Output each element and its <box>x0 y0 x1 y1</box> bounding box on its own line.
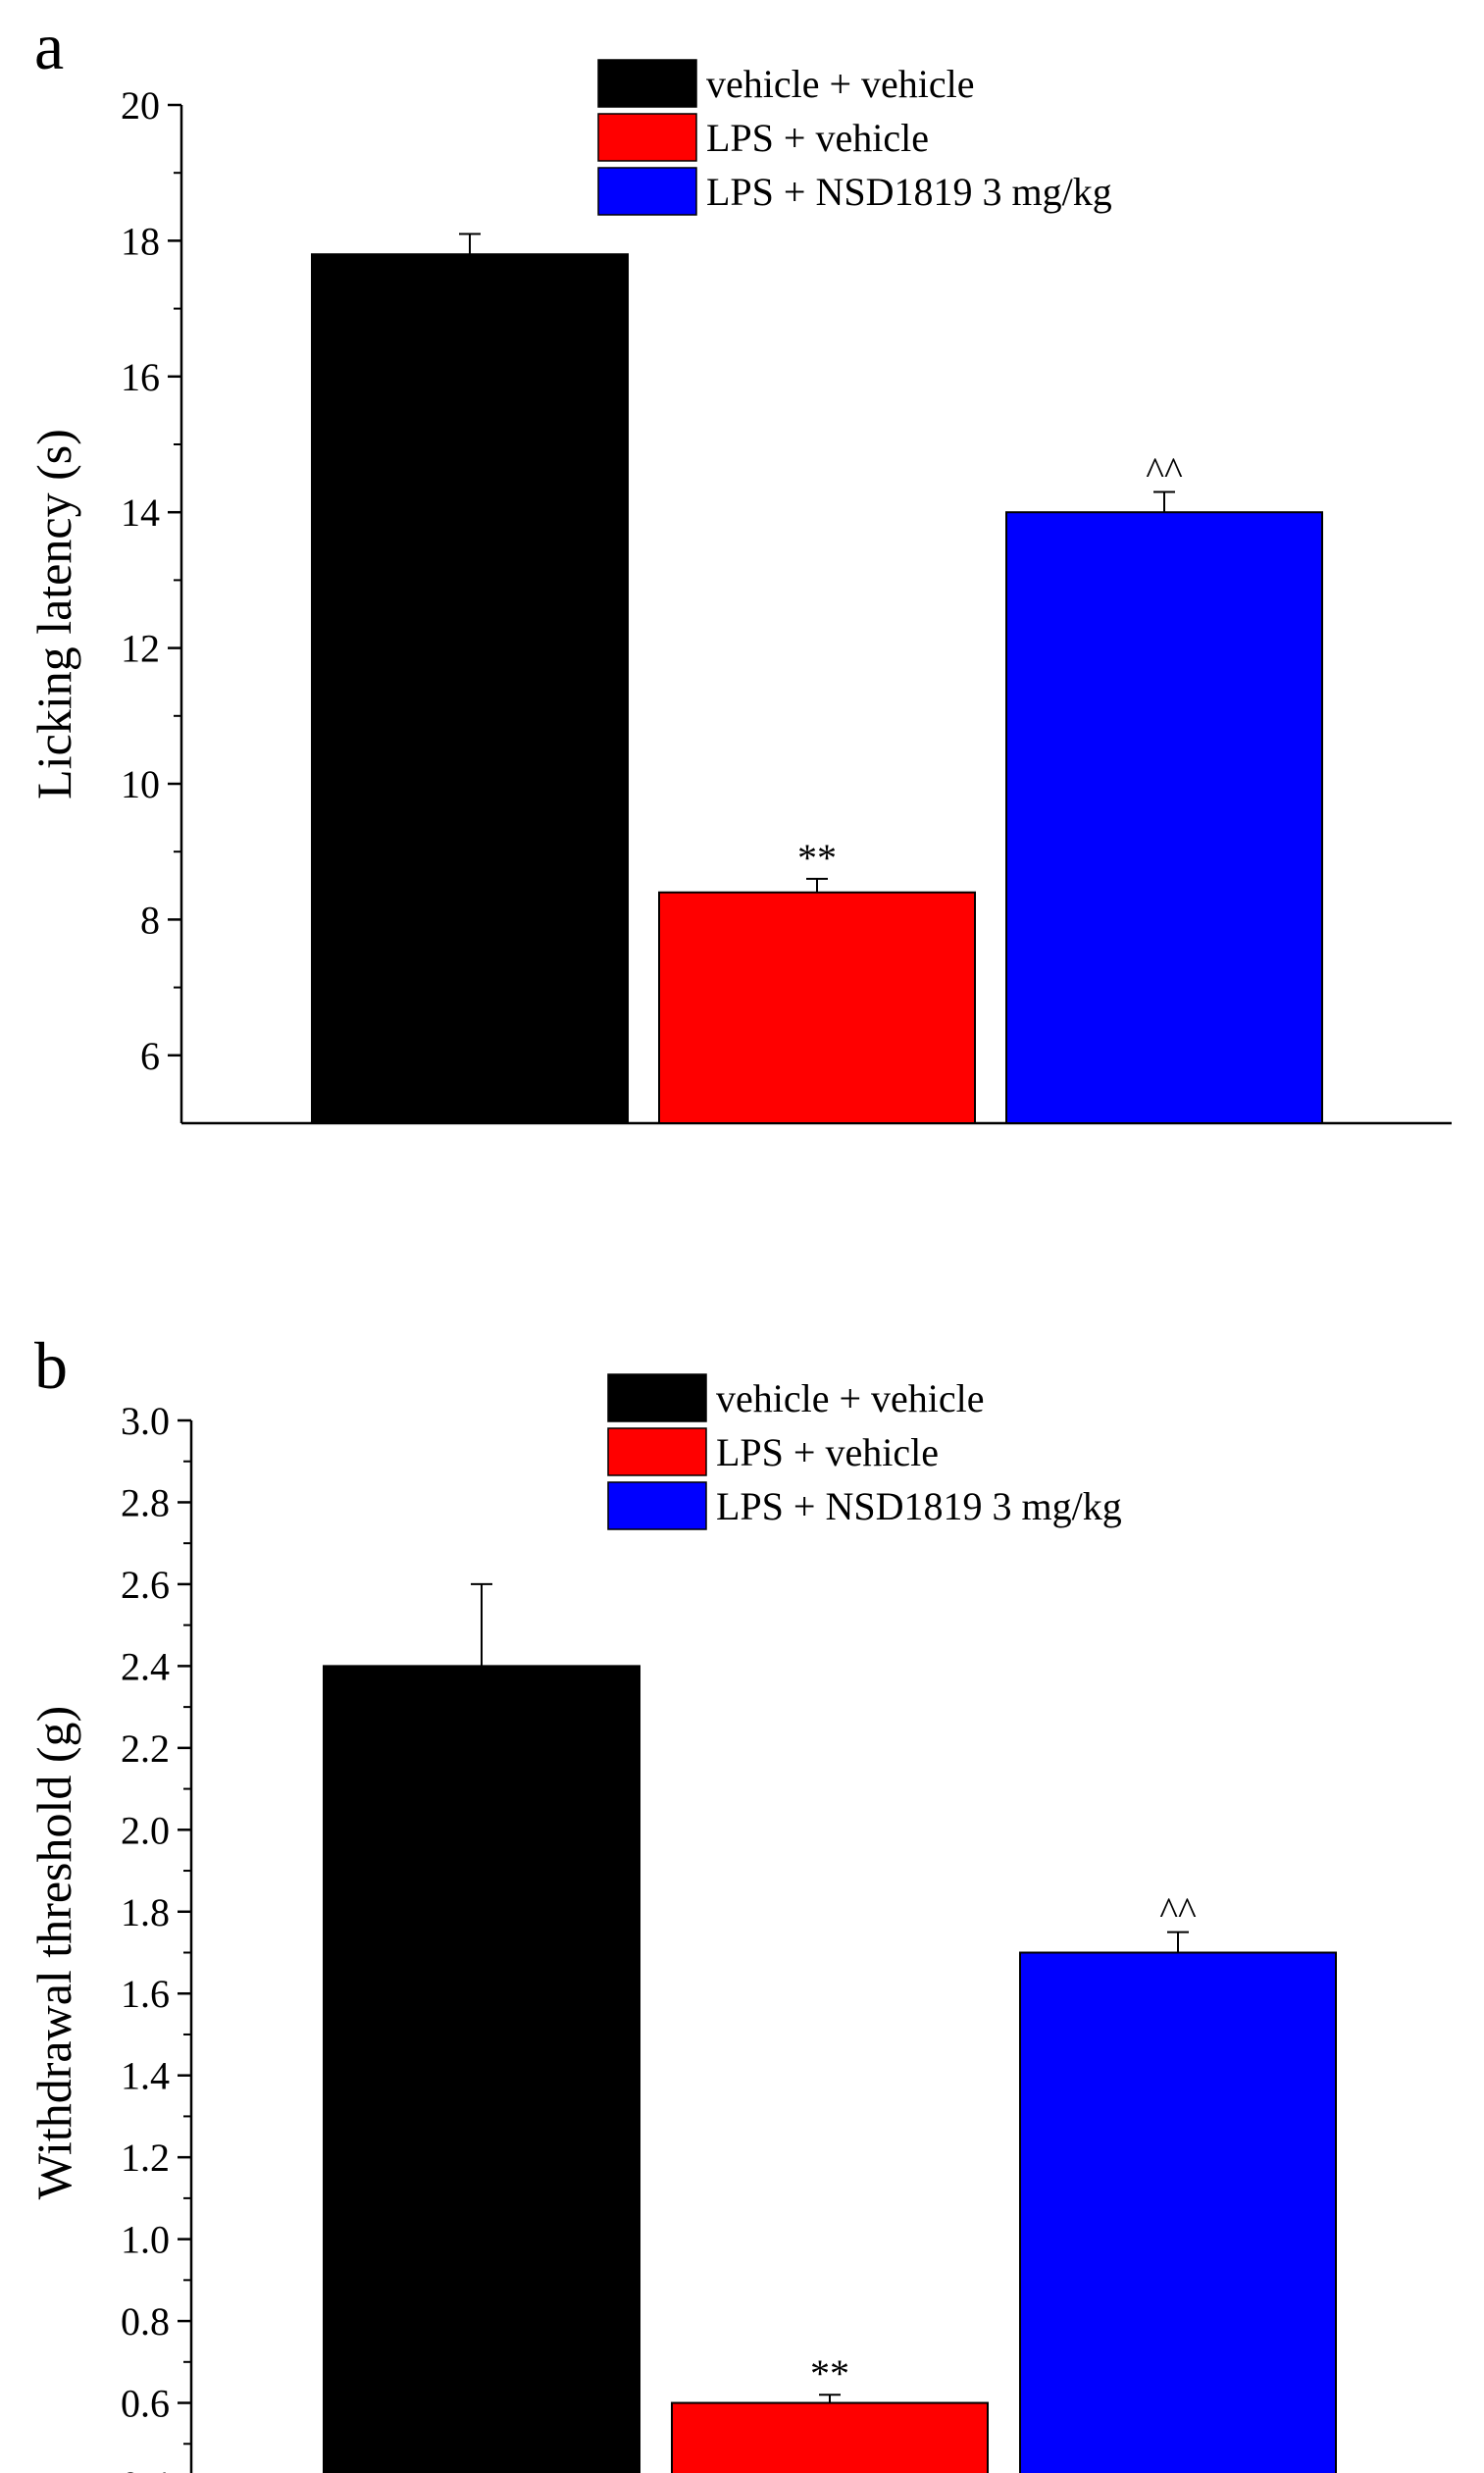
y-tick-label: 2.6 <box>121 1563 170 1607</box>
y-tick-label: 2.2 <box>121 1726 170 1771</box>
y-tick-label: 16 <box>121 355 160 399</box>
bar-1 <box>658 891 976 1124</box>
y-tick-label: 1.0 <box>121 2218 170 2262</box>
bar-1 <box>671 2401 989 2473</box>
y-tick-label: 8 <box>140 898 160 942</box>
legend-swatch-1 <box>597 113 697 162</box>
bar-2 <box>1005 511 1323 1124</box>
legend-swatch-2 <box>597 167 697 216</box>
significance-mark-2: ^^ <box>1159 1889 1197 1933</box>
y-axis-title: Withdrawal threshold (g) <box>26 1706 81 2199</box>
y-tick-label: 18 <box>121 219 160 263</box>
bar-0 <box>311 253 629 1124</box>
y-tick-label: 10 <box>121 762 160 806</box>
y-tick-label: 12 <box>121 627 160 671</box>
significance-mark-1: ** <box>810 2351 849 2396</box>
y-tick-label: 2.4 <box>121 1644 170 1688</box>
chart-panel-a: a 6 8 10 12 14 16 18 20 Licking latency (s) ** ^^ ve… <box>26 9 1452 1125</box>
legend-swatch-1 <box>607 1427 707 1476</box>
legend-label-0: vehicle + vehicle <box>716 1376 985 1420</box>
legend-label-0: vehicle + vehicle <box>706 62 975 106</box>
legend-label-1: LPS + vehicle <box>716 1430 939 1474</box>
legend-label-2: LPS + NSD1819 3 mg/kg <box>716 1484 1122 1528</box>
legend: vehicle + vehicle LPS + vehicle LPS + NSD1… <box>597 59 1112 216</box>
legend-label-2: LPS + NSD1819 3 mg/kg <box>706 170 1112 214</box>
panel-label: b <box>34 1328 68 1403</box>
y-axis-title: Licking latency (s) <box>26 429 81 799</box>
significance-mark-1: ** <box>797 836 837 880</box>
y-tick-label: 2.0 <box>121 1808 170 1852</box>
bar-2 <box>1019 1951 1337 2473</box>
y-tick-label: 3.0 <box>121 1399 170 1443</box>
legend-swatch-0 <box>597 59 697 108</box>
y-tick-label: 20 <box>121 83 160 128</box>
bar-0 <box>323 1665 640 2473</box>
legend-swatch-2 <box>607 1481 707 1530</box>
y-tick-label: 14 <box>121 490 160 535</box>
significance-mark-2: ^^ <box>1146 448 1183 492</box>
y-tick-label: 0.4 <box>121 2463 170 2473</box>
legend-swatch-0 <box>607 1373 707 1422</box>
y-tick-label: 1.8 <box>121 1890 170 1934</box>
y-tick-label: 2.8 <box>121 1480 170 1524</box>
legend-label-1: LPS + vehicle <box>706 116 929 160</box>
y-tick-label: 1.2 <box>121 2136 170 2180</box>
chart-panel-b: b 0.4 0.6 0.8 1.0 1.2 1.4 1.6 1.8 2.0 2.2 2.4 2.6 2.8… <box>26 1328 1337 2473</box>
y-tick-label: 1.6 <box>121 1972 170 2016</box>
y-tick-label: 0.8 <box>121 2299 170 2344</box>
panel-label: a <box>34 9 64 83</box>
y-tick-label: 1.4 <box>121 2054 170 2098</box>
y-tick-label: 0.6 <box>121 2382 170 2426</box>
y-tick-label: 6 <box>140 1034 160 1078</box>
legend: vehicle + vehicle LPS + vehicle LPS + NSD1… <box>607 1373 1122 1530</box>
